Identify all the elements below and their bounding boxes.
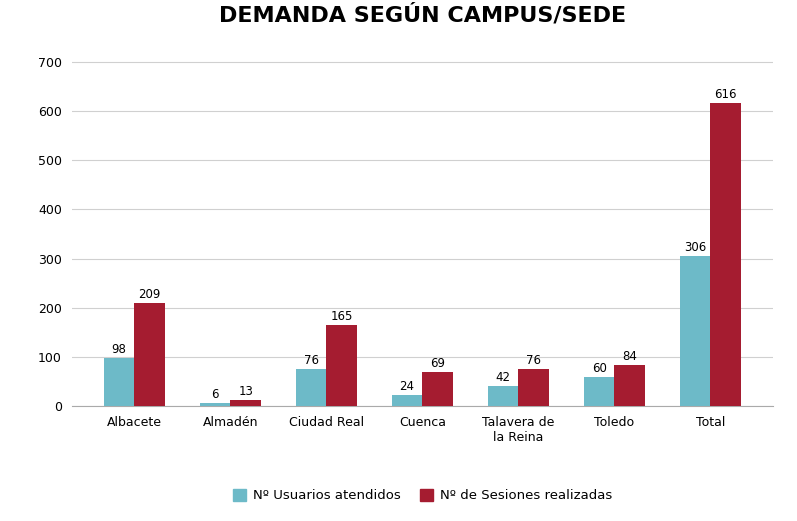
Text: 76: 76 bbox=[526, 354, 541, 367]
Bar bbox=[488, 386, 518, 406]
Text: 209: 209 bbox=[139, 289, 161, 302]
Legend: Nº Usuarios atendidos, Nº de Sesiones realizadas: Nº Usuarios atendidos, Nº de Sesiones re… bbox=[227, 483, 618, 507]
Title: DEMANDA SEGÚN CAMPUS/SEDE: DEMANDA SEGÚN CAMPUS/SEDE bbox=[219, 4, 626, 26]
Text: 306: 306 bbox=[684, 241, 706, 254]
Bar bbox=[104, 358, 135, 406]
Text: 69: 69 bbox=[430, 357, 446, 370]
Bar bbox=[391, 394, 422, 406]
Bar bbox=[710, 103, 741, 406]
Bar bbox=[230, 400, 261, 406]
Bar bbox=[327, 325, 357, 406]
Bar bbox=[135, 303, 165, 406]
Text: 165: 165 bbox=[331, 310, 353, 323]
Text: 42: 42 bbox=[496, 371, 511, 384]
Bar bbox=[422, 373, 453, 406]
Bar bbox=[680, 256, 710, 406]
Bar bbox=[199, 403, 230, 406]
Text: 13: 13 bbox=[238, 385, 253, 398]
Text: 24: 24 bbox=[399, 380, 414, 393]
Bar bbox=[614, 365, 646, 406]
Text: 60: 60 bbox=[591, 362, 607, 375]
Bar bbox=[583, 377, 614, 406]
Text: 98: 98 bbox=[112, 343, 127, 356]
Text: 6: 6 bbox=[211, 389, 218, 402]
Bar bbox=[296, 369, 327, 406]
Text: 616: 616 bbox=[715, 88, 737, 101]
Text: 76: 76 bbox=[304, 354, 319, 367]
Text: 84: 84 bbox=[622, 350, 638, 363]
Bar bbox=[518, 369, 549, 406]
